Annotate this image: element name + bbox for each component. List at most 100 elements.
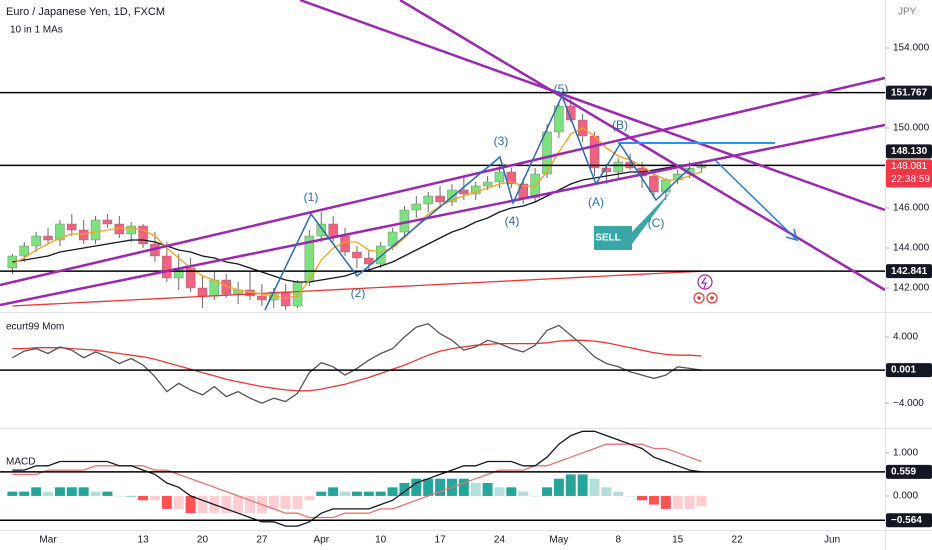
event-icon [710, 296, 714, 300]
histogram-bar [66, 487, 77, 496]
candle-body [411, 203, 422, 211]
candle-body [542, 131, 552, 175]
candle-body [138, 225, 148, 245]
histogram-bar [684, 495, 695, 509]
histogram-bar [435, 478, 446, 496]
y-tick-label: 1.000 [893, 447, 918, 458]
indicator-line [12, 339, 702, 392]
level-label-box [886, 513, 932, 528]
wave-label: (2) [351, 286, 366, 300]
level-label-box [886, 363, 932, 378]
candle-body [435, 195, 445, 203]
histogram-bar [173, 495, 184, 509]
x-tick-label: Mar [39, 535, 57, 546]
histogram-bar [54, 487, 65, 496]
trend-line [399, 0, 886, 292]
candle-body [162, 255, 172, 279]
x-tick-label: Apr [313, 535, 329, 546]
sell-label: SELL [595, 233, 621, 244]
level-label: 0.559 [891, 466, 916, 477]
candle-body [494, 171, 505, 183]
level-label: 151.767 [891, 87, 928, 98]
y-tick-label: 154.000 [893, 43, 930, 54]
indicator-line [12, 430, 702, 527]
histogram-bar [185, 495, 196, 514]
histogram-bar [577, 474, 588, 496]
histogram-bar [114, 495, 125, 497]
histogram-bar [458, 478, 469, 496]
histogram-bar [518, 491, 529, 496]
pane-title: MACD [6, 457, 35, 468]
histogram-bar [530, 495, 541, 497]
histogram-bar [102, 491, 113, 496]
histogram-bar [399, 483, 410, 496]
histogram-bar [494, 487, 505, 496]
level-label: −0.564 [891, 515, 922, 526]
trend-line [0, 123, 886, 307]
histogram-bar [340, 491, 351, 496]
event-icon [697, 274, 713, 290]
candle-body [55, 223, 65, 241]
candle-body [90, 219, 101, 241]
histogram-bar [268, 495, 279, 509]
histogram-bar [138, 495, 149, 501]
candle-body [554, 105, 564, 133]
level-label: 142.841 [891, 266, 928, 277]
y-tick-label: −4.000 [893, 398, 924, 409]
candle-body [459, 189, 469, 195]
histogram-bar [304, 495, 315, 501]
x-tick-label: May [549, 535, 568, 546]
histogram-bar [375, 491, 386, 496]
x-tick-label: 13 [138, 535, 150, 546]
y-tick-label: 142.000 [893, 283, 930, 294]
histogram-bar [197, 495, 208, 514]
candle-body [19, 245, 29, 257]
plot-area [0, 91, 885, 527]
level-label: 148.130 [891, 146, 928, 157]
histogram-bar [411, 478, 422, 496]
wave-label: (5) [554, 82, 569, 96]
indicator-line [12, 323, 702, 404]
candle-body [613, 161, 623, 173]
histogram-bar [613, 491, 624, 496]
x-tick-label: 8 [615, 535, 621, 546]
x-tick-label: 20 [197, 535, 209, 546]
histogram-bar [363, 491, 374, 496]
histogram-bar [648, 495, 659, 505]
histogram-bar [7, 491, 18, 496]
y-tick-label: 4.000 [893, 332, 918, 343]
histogram-bar [672, 495, 683, 509]
level-label-box [886, 464, 932, 479]
candle-body [126, 225, 136, 235]
candle-body [102, 219, 113, 225]
level-label-box [886, 264, 932, 279]
histogram-bar [553, 478, 564, 496]
x-tick-label: 17 [435, 535, 447, 546]
wave-labels: (1) (2) (3) (4) (5) (A) (B) (C) SELL [304, 82, 665, 300]
candle-body [31, 235, 41, 247]
histogram-bar [43, 491, 54, 496]
indicator-name: 10 in 1 MAs [10, 25, 63, 36]
x-tick-label: 24 [494, 535, 506, 546]
histogram-bar [589, 478, 600, 496]
candle-body [67, 223, 77, 231]
event-icon [700, 276, 707, 289]
y-tick-label: 0.000 [893, 491, 918, 502]
histogram-bar [19, 491, 30, 496]
histogram-bar [31, 487, 42, 496]
histogram-bar [292, 495, 303, 509]
candle-body [257, 295, 267, 301]
y-tick-label: 144.000 [893, 243, 930, 254]
candle-body [375, 245, 386, 265]
histogram-bar [126, 495, 137, 497]
histogram-bar [280, 495, 291, 509]
histogram-bar [149, 495, 160, 501]
histogram-bar [625, 495, 636, 497]
histogram-bar [387, 487, 398, 496]
candle-body [364, 257, 374, 265]
candle-body [209, 279, 220, 297]
